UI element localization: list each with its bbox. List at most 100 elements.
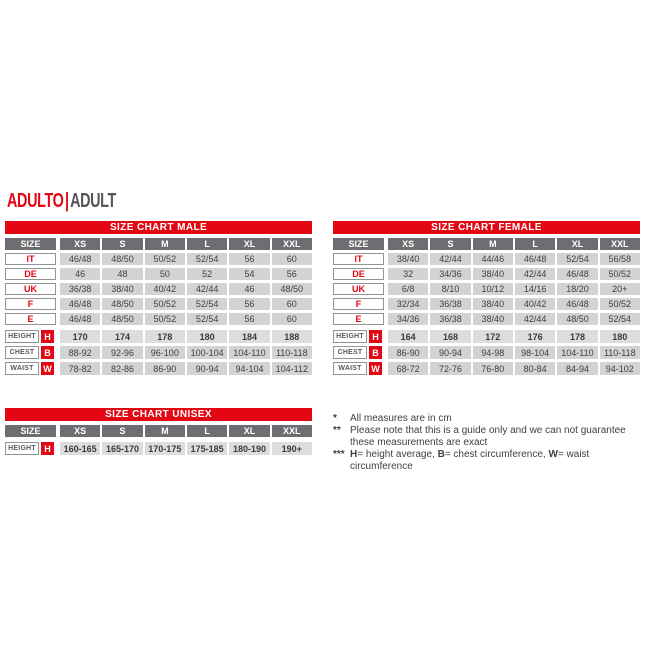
size-row-label-col: UK (333, 283, 384, 295)
column-header-xs: XS (60, 238, 101, 250)
size-value-cell: 42/44 (514, 268, 556, 280)
size-system-label: IT (5, 253, 56, 265)
size-value-cell: 48/50 (102, 313, 143, 325)
measure-value-cell: 86-90 (144, 362, 185, 375)
measure-value-cell: 170-175 (144, 442, 185, 455)
column-header-l: L (186, 238, 228, 250)
size-row-e: E 46/48 48/50 50/52 52/54 56 60 (5, 313, 312, 325)
size-value-cell: 20+ (599, 283, 640, 295)
measure-value-cell: 100-104 (186, 346, 228, 359)
size-value-cell: 34/36 (430, 268, 471, 280)
table-header-row: SIZE XS S M L XL XXL (5, 425, 312, 437)
measure-value-cell: 176 (514, 330, 556, 343)
measure-letter-badge: W (41, 362, 54, 375)
size-row-de: DE 32 34/36 38/40 42/44 46/48 50/52 (333, 268, 640, 280)
measure-letter-badge: H (41, 442, 54, 455)
page-title-separator: | (64, 190, 69, 212)
measure-value-cell: 94-104 (229, 362, 270, 375)
measure-label: HEIGHT (5, 330, 39, 343)
size-row-label-col: E (5, 313, 56, 325)
measure-value-cell: 110-118 (271, 346, 312, 359)
size-value-cell: 52/54 (599, 313, 640, 325)
size-value-cell: 46 (229, 283, 270, 295)
size-row-label-col: IT (333, 253, 384, 265)
size-value-cell: 56 (229, 298, 270, 310)
measure-value-cell: 190+ (271, 442, 312, 455)
measure-value-cell: 88-92 (60, 346, 101, 359)
footnotes: * All measures are in cm ** Please note … (333, 413, 643, 473)
measure-row-label-col: WAIST W (5, 362, 56, 375)
size-value-cell: 52/54 (186, 298, 228, 310)
legend-b: B (437, 449, 445, 460)
size-header-col: SIZE (5, 425, 56, 437)
measure-value-cell: 180-190 (229, 442, 270, 455)
size-value-cell: 50/52 (144, 313, 185, 325)
size-value-cell: 52/54 (557, 253, 598, 265)
footnote-marker: *** (333, 449, 345, 460)
size-row-label-col: DE (333, 268, 384, 280)
measure-row-label-col: HEIGHT H (333, 330, 384, 343)
size-system-label: UK (5, 283, 56, 295)
column-header-xs: XS (60, 425, 101, 437)
measure-row-label-col: HEIGHT H (5, 442, 56, 455)
size-system-label: IT (333, 253, 384, 265)
footnote-text: All measures are in cm (350, 413, 452, 424)
measure-value-cell: 78-82 (60, 362, 101, 375)
column-header-xl: XL (229, 425, 270, 437)
size-value-cell: 50 (144, 268, 185, 280)
legend-w: W (548, 449, 558, 460)
measure-value-cell: 94-102 (599, 362, 640, 375)
measure-label: CHEST (333, 346, 367, 359)
size-system-label: F (5, 298, 56, 310)
measure-value-cell: 170 (60, 330, 101, 343)
measure-value-cell: 90-94 (430, 346, 471, 359)
column-header-s: S (102, 238, 143, 250)
measure-label: CHEST (5, 346, 39, 359)
size-value-cell: 56 (271, 268, 312, 280)
measure-value-cell: 110-118 (599, 346, 640, 359)
size-chart-male-table: SIZE CHART MALE SIZE XS S M L XL XXL IT 46/48 48/5… (5, 221, 312, 375)
size-value-cell: 50/52 (144, 298, 185, 310)
measure-row-label-col: WAIST W (333, 362, 384, 375)
size-row-label-col: IT (5, 253, 56, 265)
legend-h-text: = height average, (357, 449, 438, 460)
size-value-cell: 42/44 (514, 313, 556, 325)
size-value-cell: 32 (388, 268, 429, 280)
size-value-cell: 42/44 (430, 253, 471, 265)
size-value-cell: 42/44 (186, 283, 228, 295)
measure-value-cell: 174 (102, 330, 143, 343)
measure-letter-badge: B (369, 346, 382, 359)
size-value-cell: 34/36 (388, 313, 429, 325)
size-value-cell: 52/54 (186, 313, 228, 325)
measure-value-cell: 104-112 (271, 362, 312, 375)
size-column-header: SIZE (333, 238, 384, 250)
measure-value-cell: 165-170 (102, 442, 143, 455)
measure-row-label-col: CHEST B (5, 346, 56, 359)
size-row-it: IT 46/48 48/50 50/52 52/54 56 60 (5, 253, 312, 265)
size-value-cell: 38/40 (472, 298, 513, 310)
measure-value-cell: 76-80 (472, 362, 513, 375)
measure-value-cell: 86-90 (388, 346, 429, 359)
measure-row-height: HEIGHT H 170 174 178 180 184 188 (5, 330, 312, 343)
size-value-cell: 36/38 (430, 313, 471, 325)
size-row-label-col: UK (5, 283, 56, 295)
size-value-cell: 10/12 (472, 283, 513, 295)
size-value-cell: 60 (271, 298, 312, 310)
measure-value-cell: 90-94 (186, 362, 228, 375)
measure-value-cell: 104-110 (229, 346, 270, 359)
page-title: ADULTO|ADULT (7, 178, 158, 215)
measure-row-chest: CHEST B 88-92 92-96 96-100 100-104 104-110 110-… (5, 346, 312, 359)
measure-value-cell: 82-86 (102, 362, 143, 375)
footnote-measures: * All measures are in cm (333, 413, 643, 425)
measure-row-label-col: HEIGHT H (5, 330, 56, 343)
measure-letter-badge: H (41, 330, 54, 343)
measure-value-cell: 180 (599, 330, 640, 343)
measure-value-cell: 104-110 (557, 346, 598, 359)
footnote-marker: * (333, 413, 337, 424)
measure-label: HEIGHT (333, 330, 367, 343)
footnote-text: H= height average, B= chest circumferenc… (350, 449, 643, 473)
measure-value-cell: 172 (472, 330, 513, 343)
footnote-marker: ** (333, 425, 341, 436)
size-system-label: UK (333, 283, 384, 295)
size-value-cell: 54 (229, 268, 270, 280)
